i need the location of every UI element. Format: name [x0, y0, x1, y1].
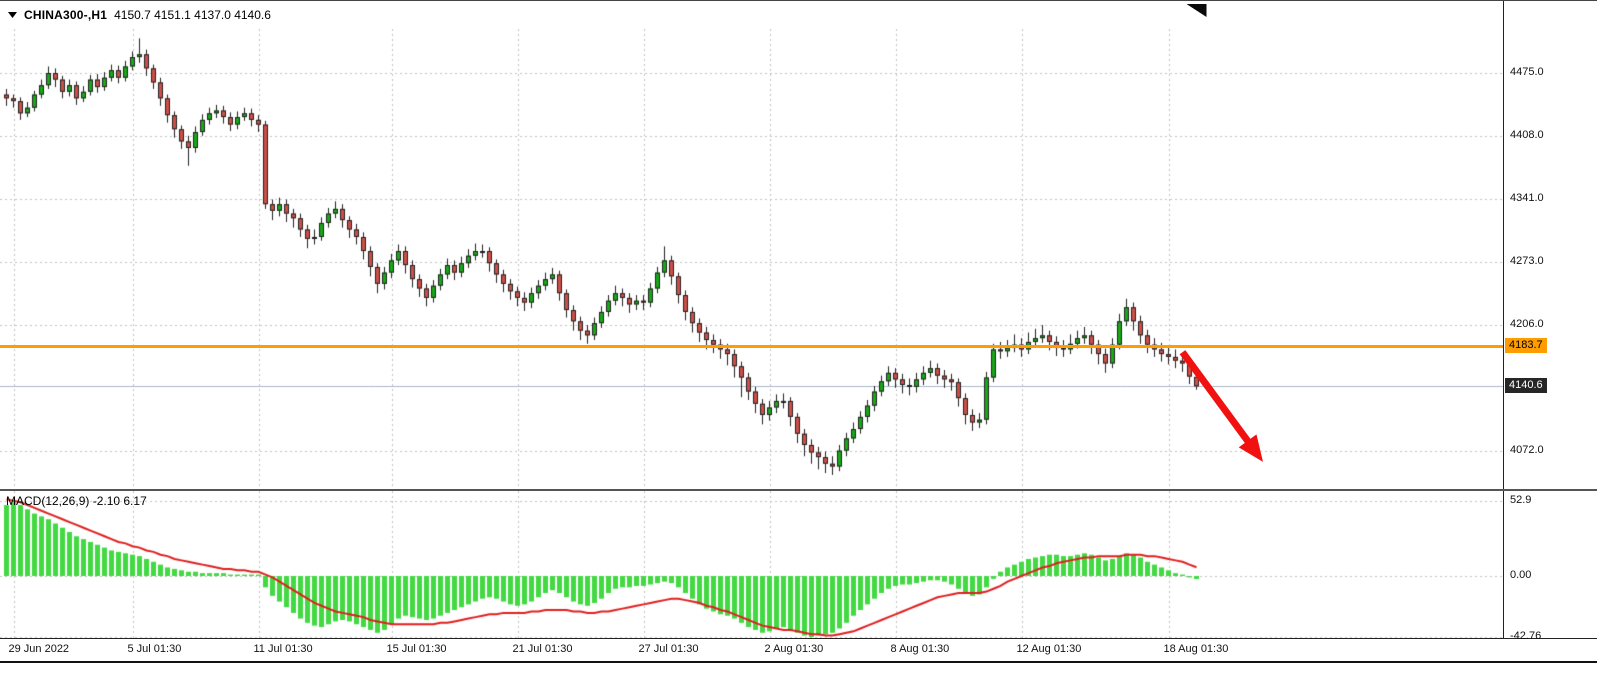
- time-axis[interactable]: 29 Jun 2022 5 Jul 01:30 11 Jul 01:30 15 Jul…: [0, 639, 1597, 661]
- ohlc-values: 4150.7 4151.1 4137.0 4140.6: [114, 8, 271, 22]
- macd-indicator-label: MACD(12,26,9) -2.10 6.17: [6, 494, 147, 508]
- macd-tick-label: 52.9: [1510, 493, 1532, 506]
- time-axis-label: 29 Jun 2022: [8, 643, 70, 655]
- price-tick-label: 4273.0: [1510, 255, 1544, 268]
- time-axis-label: 21 Jul 01:30: [512, 643, 573, 655]
- price-tick-label: 4072.0: [1510, 443, 1544, 456]
- time-axis-label: 2 Aug 01:30: [764, 643, 824, 655]
- time-axis-label: 15 Jul 01:30: [386, 643, 447, 655]
- time-axis-label: 8 Aug 01:30: [890, 643, 950, 655]
- price-tick-label: 4475.0: [1510, 66, 1544, 79]
- time-axis-separator: [0, 638, 1597, 639]
- price-line-tag: 4183.7: [1505, 337, 1547, 353]
- price-tick-label: 4341.0: [1510, 191, 1544, 204]
- macd-tick-label: 0.00: [1510, 568, 1532, 581]
- time-axis-label: 11 Jul 01:30: [253, 643, 313, 655]
- time-axis-label: 27 Jul 01:30: [638, 643, 699, 655]
- pane-separator[interactable]: [0, 489, 1597, 491]
- macd-canvas[interactable]: [0, 491, 1503, 638]
- time-axis-label: 5 Jul 01:30: [127, 643, 182, 655]
- down-arrow-annotation[interactable]: [0, 1, 1503, 489]
- symbol-header: CHINA300-,H1 4150.7 4151.1 4137.0 4140.6: [8, 8, 271, 22]
- price-tick-label: 4408.0: [1510, 128, 1544, 141]
- time-axis-label: 12 Aug 01:30: [1016, 643, 1082, 655]
- symbol-title: CHINA300-,H1: [24, 8, 108, 22]
- bid-price-tag: 4140.6: [1505, 378, 1547, 394]
- macd-axis[interactable]: 52.9 0.00 -42.76: [1504, 1, 1597, 642]
- horizontal-price-line[interactable]: [0, 344, 1503, 348]
- macd-tick-label: -42.76: [1510, 629, 1542, 642]
- axis-border-line: [1503, 1, 1504, 638]
- price-axis[interactable]: 4475.0 4408.0 4341.0 4273.0 4206.0 4072.0 4183…: [1504, 1, 1597, 489]
- price-tick-label: 4206.0: [1510, 318, 1544, 331]
- price-chart-canvas[interactable]: [0, 1, 1503, 489]
- window-bottom-edge: [0, 661, 1597, 663]
- symbol-dropdown-icon: [8, 12, 17, 18]
- time-axis-label: 18 Aug 01:30: [1163, 643, 1229, 655]
